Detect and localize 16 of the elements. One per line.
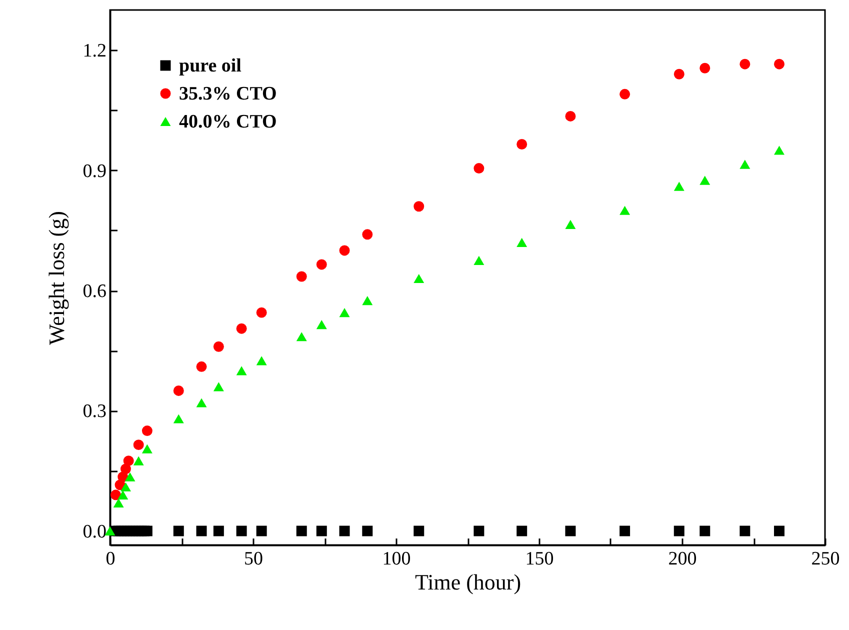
y-axis-title: Weight loss (g) [44,211,69,345]
y-tick-label: 0.9 [82,160,106,182]
y-tick-label: 0.6 [82,281,106,302]
x-tick-label: 150 [525,548,554,570]
y-tick-label: 1.2 [82,40,106,62]
x-axis-title: Time (hour) [414,570,522,594]
x-tick-label: 0 [106,548,116,570]
y-tick-label: 0.3 [82,401,106,422]
legend-label: 40.0% CTO [179,112,277,132]
y-tick-label: 0.0 [82,521,106,542]
x-tick-label: 50 [244,548,263,570]
x-tick-label: 200 [668,548,697,570]
x-tick-label: 250 [811,548,840,570]
legend-label: 35.3% CTO [179,84,277,104]
legend-label: pure oil [179,56,242,76]
x-tick-label: 100 [382,548,411,570]
